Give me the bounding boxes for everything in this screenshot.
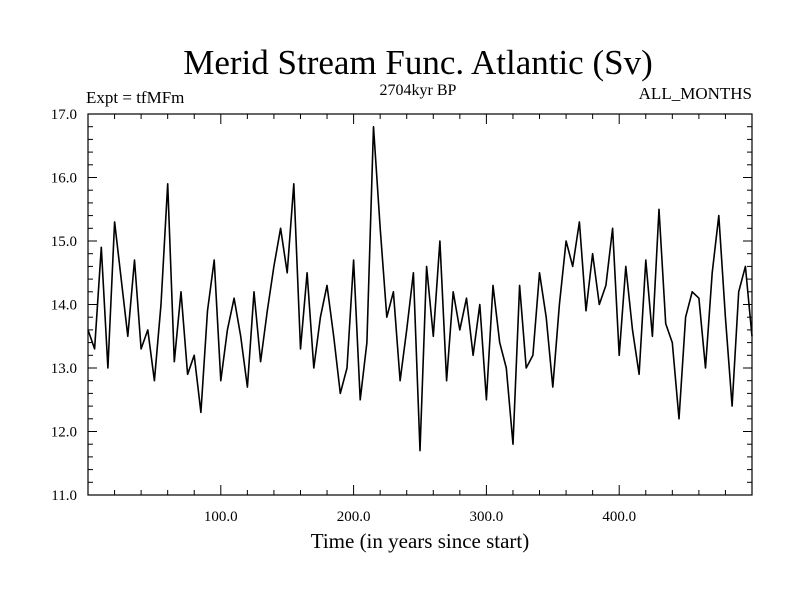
chart-subtitle-left: Expt = tfMFm	[86, 88, 184, 107]
x-tick-label: 200.0	[337, 509, 371, 525]
x-axis-label: Time (in years since start)	[311, 529, 530, 553]
chart-subtitle-right: ALL_MONTHS	[639, 84, 752, 103]
x-tick-label: 400.0	[602, 509, 636, 525]
x-tick-label: 100.0	[204, 509, 238, 525]
y-tick-label: 11.0	[51, 488, 77, 504]
x-axis: 100.0 200.0 300.0 400.0	[114, 114, 726, 525]
y-tick-label: 12.0	[51, 425, 77, 441]
y-tick-label: 14.0	[51, 298, 77, 314]
y-tick-label: 16.0	[51, 171, 77, 187]
chart-subtitle-center: 2704kyr BP	[380, 82, 457, 99]
y-axis: 11.0 12.0 13.0 14.0 15.0 16.0 17.0	[51, 107, 752, 504]
plot-frame	[87, 113, 753, 496]
y-tick-label: 17.0	[51, 107, 77, 123]
x-tick-label: 300.0	[470, 509, 504, 525]
y-tick-label: 13.0	[51, 361, 77, 377]
chart-title: Merid Stream Func. Atlantic (Sv)	[183, 43, 653, 82]
series-line	[87, 125, 753, 452]
y-tick-label: 15.0	[51, 234, 77, 250]
